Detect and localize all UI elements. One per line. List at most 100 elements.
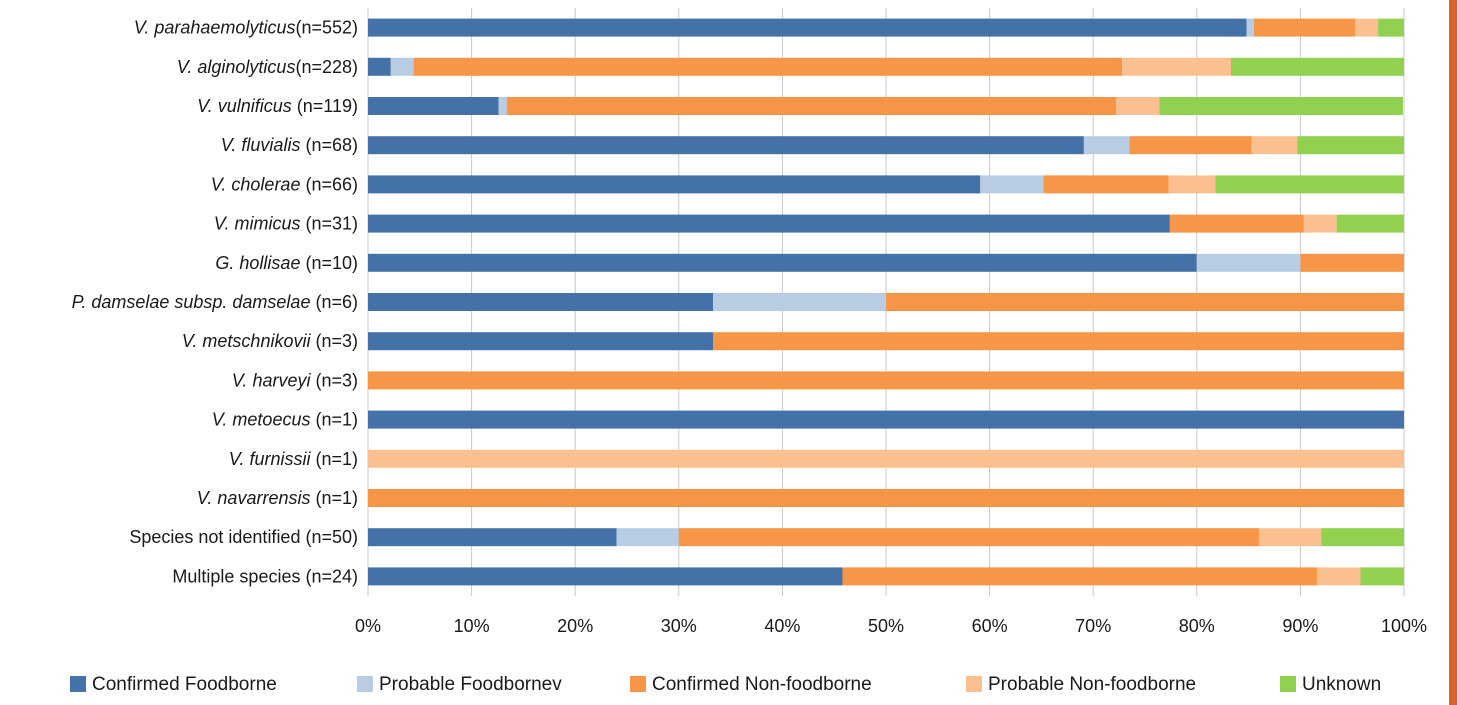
legend-swatch (966, 676, 982, 692)
bar-segment (368, 528, 617, 547)
x-tick-label: 50% (868, 616, 904, 636)
legend-label: Confirmed Foodborne (92, 674, 277, 695)
bar-segment (980, 175, 1044, 194)
bar-segment (1300, 253, 1404, 272)
category-label-species: V. fluvialis (221, 135, 301, 155)
category-label: V. parahaemolyticus(n=552) (134, 18, 358, 38)
bar-segment (368, 136, 1084, 155)
bar-segment (1115, 97, 1160, 115)
category-label-count: (n=1) (310, 488, 358, 508)
bar-segment (1083, 136, 1130, 155)
legend-swatch (357, 676, 373, 692)
category-label-species: V. mimicus (214, 214, 301, 234)
category-label: Species not identified (n=50) (129, 527, 358, 547)
category-label-count: (n=66) (300, 174, 358, 194)
category-label: Multiple species (n=24) (172, 566, 358, 586)
category-label: V. metschnikovii (n=3) (182, 331, 358, 351)
category-label-count: (n=1) (310, 449, 358, 469)
x-tick-label: 60% (972, 616, 1008, 636)
bar-segment (368, 489, 1404, 507)
bar-segment (1378, 18, 1404, 37)
bar-segment (413, 57, 1123, 76)
category-label-species: G. hollisae (215, 253, 300, 273)
legend-swatch (1280, 676, 1296, 692)
bar-segment (368, 332, 713, 351)
category-label-count: (n=10) (300, 253, 358, 273)
category-label-species: V. alginolyticus (177, 57, 296, 77)
bar-segment (368, 253, 1197, 272)
bar-segment (1336, 214, 1404, 233)
bar-segment (1321, 528, 1404, 547)
bar-segment (368, 175, 981, 194)
x-tick-label: 10% (454, 616, 490, 636)
bar-segment (1246, 18, 1254, 37)
category-label: V. metoecus (n=1) (212, 410, 358, 430)
category-label: V. fluvialis (n=68) (221, 135, 358, 155)
x-tick-label: 100% (1381, 616, 1427, 636)
x-tick-label: 0% (355, 616, 381, 636)
category-label-count: (n=228) (295, 57, 358, 77)
bar-segment (506, 97, 1116, 115)
category-label-count: (n=31) (300, 214, 358, 234)
bar-segment (1355, 18, 1379, 37)
category-label: V. vulnificus (n=119) (197, 96, 358, 116)
x-tick-label: 90% (1282, 616, 1318, 636)
bar-segment (1297, 136, 1404, 155)
legend-swatch (630, 676, 646, 692)
bar-segment (368, 371, 1404, 390)
bar-segment (678, 528, 1259, 547)
legend-label: Unknown (1302, 674, 1381, 695)
category-label-species: V. metschnikovii (182, 331, 312, 351)
bar-segment (1258, 528, 1322, 547)
category-label-count: (n=6) (310, 292, 358, 312)
bar-segment (1251, 136, 1298, 155)
bar-segment (368, 449, 1404, 468)
bar-segment (1230, 57, 1404, 76)
legend: Confirmed Foodborne Probable Foodbornev Co… (70, 674, 1381, 695)
category-label: V. mimicus (n=31) (214, 214, 358, 234)
category-label-count: Species not identified (n=50) (129, 527, 358, 547)
category-labels: V. parahaemolyticus(n=552) V. alginolytic… (72, 18, 358, 587)
bar-segment (1215, 175, 1404, 194)
category-label: V. harveyi (n=3) (232, 370, 358, 390)
bar-segment (368, 293, 713, 311)
category-label-count: Multiple species (n=24) (172, 566, 358, 586)
bar-segment (1129, 136, 1252, 155)
bar-segment (712, 332, 1404, 351)
bar-segment (712, 293, 886, 311)
category-label-count: (n=3) (310, 370, 358, 390)
x-tick-label: 70% (1075, 616, 1111, 636)
category-label: V. alginolyticus(n=228) (177, 57, 358, 77)
category-label: V. cholerae (n=66) (211, 174, 358, 194)
category-label-count: (n=68) (300, 135, 358, 155)
category-label-count: (n=119) (292, 96, 358, 116)
bar-segment (1159, 97, 1403, 115)
bar-segment (1196, 253, 1301, 272)
bar-segment (616, 528, 679, 547)
x-tick-label: 80% (1179, 616, 1215, 636)
category-label-species: V. vulnificus (197, 96, 292, 116)
category-label: V. furnissii (n=1) (229, 449, 358, 469)
category-label-species: V. furnissii (229, 449, 312, 469)
bar-segment (1253, 18, 1356, 37)
category-label-species: P. damselae subsp. damselae (72, 292, 311, 312)
bar-segment (1169, 214, 1304, 233)
category-label: V. navarrensis (n=1) (197, 488, 358, 508)
legend-label: Probable Non-foodborne (988, 674, 1196, 695)
bar-segment (1360, 567, 1404, 586)
bar-segment (390, 57, 414, 76)
legend-label: Probable Foodbornev (379, 674, 562, 695)
bar-segment (368, 18, 1247, 37)
bar-segment (1303, 214, 1337, 233)
category-label-count: (n=1) (310, 410, 358, 430)
bar-segment (368, 410, 1404, 429)
bar-segment (368, 57, 391, 76)
bar-segment (1043, 175, 1169, 194)
page-edge-accent (1449, 0, 1457, 705)
x-tick-label: 30% (661, 616, 697, 636)
bar-segment (842, 567, 1317, 586)
bars (368, 18, 1404, 586)
bar-segment (1122, 57, 1231, 76)
